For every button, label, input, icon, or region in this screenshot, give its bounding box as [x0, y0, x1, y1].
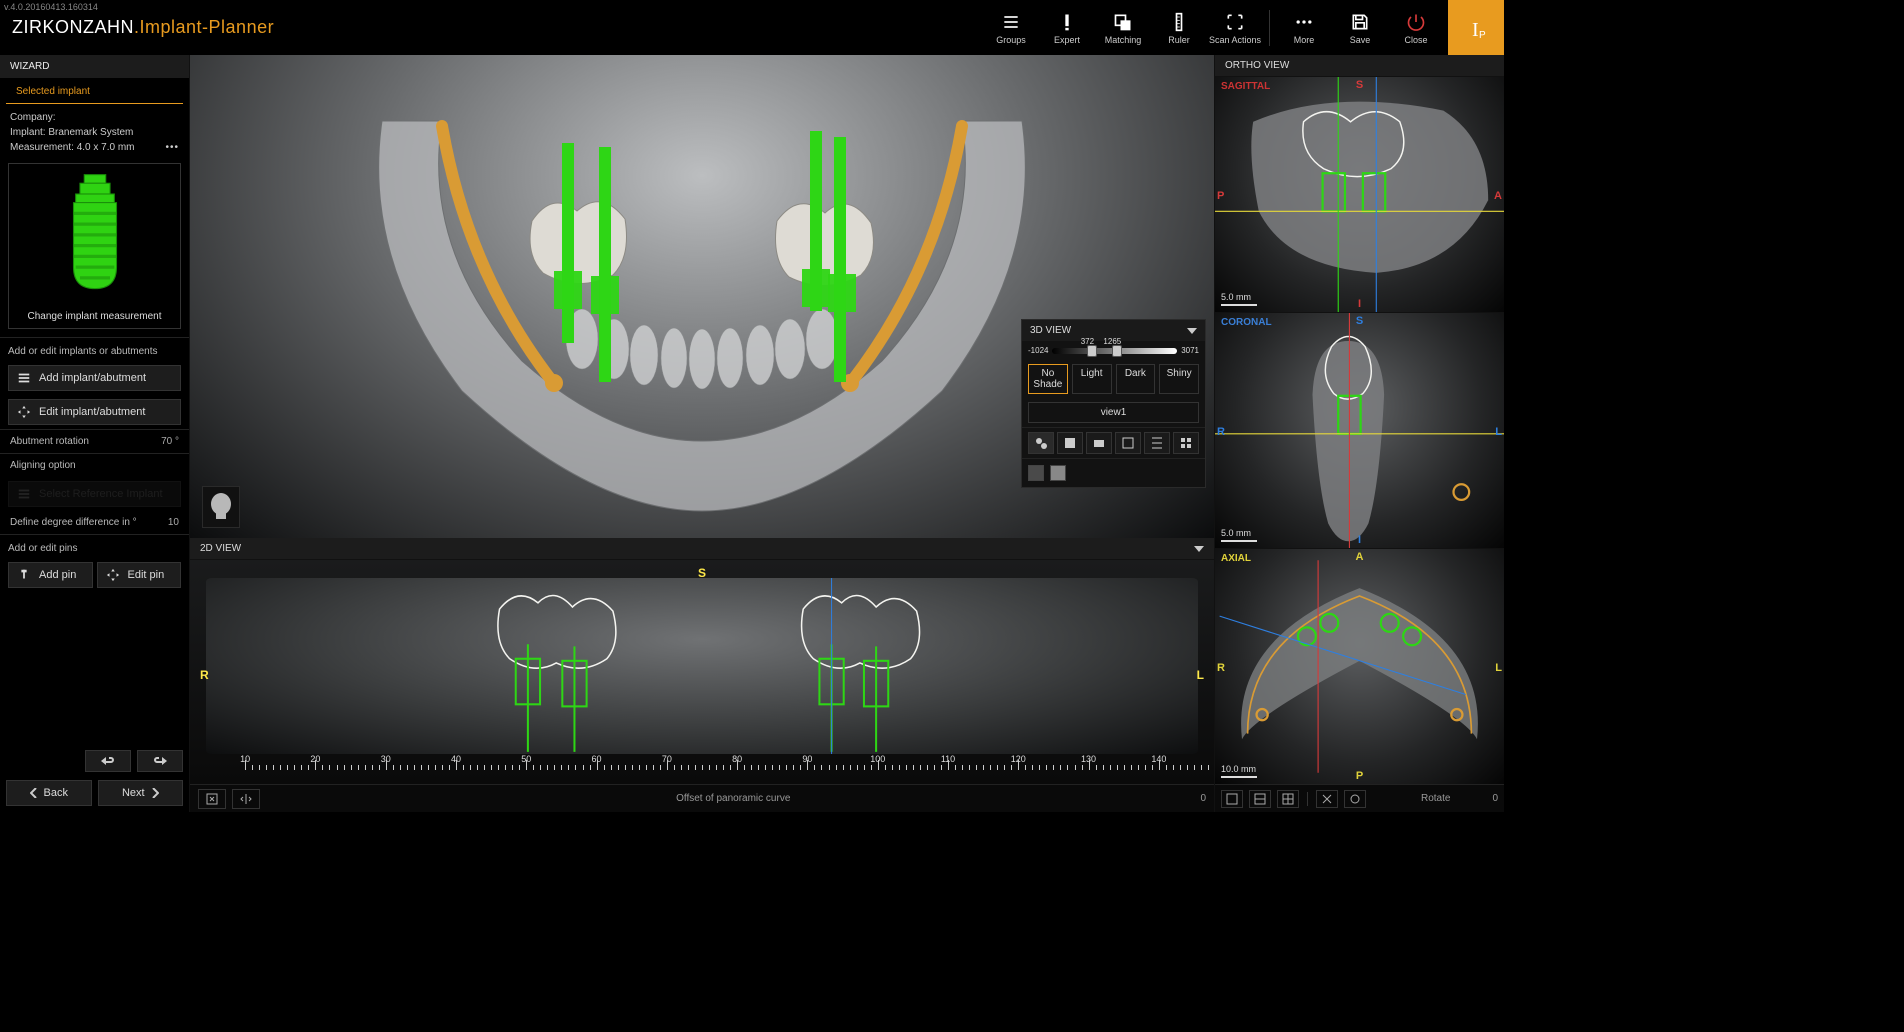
brand: ZIRKONZAHN.Implant-Planner	[12, 17, 274, 38]
split-view-button[interactable]	[232, 789, 260, 809]
viewname-button[interactable]: view1	[1028, 402, 1199, 423]
expert-label: Expert	[1054, 35, 1080, 45]
scan-actions-label: Scan Actions	[1209, 35, 1261, 45]
undo-button[interactable]	[85, 750, 131, 772]
density-slider[interactable]: -1024 372 1265 3071	[1022, 341, 1205, 360]
viewopt-5[interactable]	[1144, 432, 1170, 454]
bottom-bar: Offset of panoramic curve 0	[190, 784, 1214, 812]
chevron-left-icon	[30, 788, 38, 798]
shade-light[interactable]: Light	[1072, 364, 1112, 394]
axial-view[interactable]: AXIAL A P R L 10.0 mm	[1215, 548, 1504, 784]
add-implant-button[interactable]: Add implant/abutment	[8, 365, 181, 391]
selected-implant-heading: Selected implant	[6, 78, 183, 104]
panoramic-ruler: 102030405060708090100110120130140	[210, 754, 1194, 780]
offset-value[interactable]: 0	[1200, 793, 1206, 804]
reference-implant-select: Select Reference Implant	[8, 481, 181, 507]
coronal-view[interactable]: CORONAL S I R L 5.0 mm	[1215, 312, 1504, 548]
redo-button[interactable]	[137, 750, 183, 772]
add-pin-button[interactable]: Add pin	[8, 562, 93, 588]
2d-viewport[interactable]: S R L 102030405060708090100110120130140	[190, 559, 1214, 784]
chevron-right-icon	[151, 788, 159, 798]
orientation-thumbnail[interactable]	[202, 486, 240, 528]
shade-noshade[interactable]: No Shade	[1028, 364, 1068, 394]
abutment-rotation-row: Abutment rotation 70 °	[0, 429, 189, 453]
shade-dark[interactable]: Dark	[1116, 364, 1156, 394]
wizard-title: WIZARD	[0, 55, 189, 78]
save-label: Save	[1350, 35, 1371, 45]
edit-pin-button[interactable]: Edit pin	[97, 562, 182, 588]
brand-prefix: ZIRKONZAHN	[12, 17, 134, 37]
next-button[interactable]: Next	[98, 780, 184, 806]
more-button[interactable]: More	[1276, 0, 1332, 55]
save-button[interactable]: Save	[1332, 0, 1388, 55]
sagittal-scale: 5.0 mm	[1221, 292, 1257, 306]
ortho-opt-3[interactable]	[1277, 790, 1299, 808]
ortho-opt-4[interactable]	[1316, 790, 1338, 808]
shade-shiny[interactable]: Shiny	[1159, 364, 1199, 394]
viewopt-3[interactable]	[1086, 432, 1112, 454]
ortho-footer: Rotate 0	[1215, 784, 1504, 812]
implant-preview[interactable]: Change implant measurement	[8, 163, 181, 329]
svg-text:I: I	[1472, 19, 1479, 41]
ortho-opt-1[interactable]	[1221, 790, 1243, 808]
degree-value[interactable]: 10	[168, 517, 179, 528]
ruler-button[interactable]: Ruler	[1151, 0, 1207, 55]
app-header: v.4.0.20160413.160314 ZIRKONZAHN.Implant…	[0, 0, 1504, 55]
back-button[interactable]: Back	[6, 780, 92, 806]
2d-view-header: 2D VIEW	[190, 538, 1214, 559]
groups-button[interactable]: Groups	[983, 0, 1039, 55]
swatch-2[interactable]	[1050, 465, 1066, 481]
more-label: More	[1294, 35, 1315, 45]
matching-button[interactable]: Matching	[1095, 0, 1151, 55]
orient-l: L	[1197, 668, 1204, 682]
3d-view-controls: 3D VIEW -1024 372 1265 3071	[1021, 319, 1206, 488]
chevron-down-icon	[1187, 328, 1197, 334]
aligning-label: Aligning option	[0, 453, 189, 477]
expert-button[interactable]: Expert	[1039, 0, 1095, 55]
change-implant-label: Change implant measurement	[17, 311, 172, 322]
pins-section: Add or edit pins	[0, 534, 189, 558]
edit-implant-button[interactable]: Edit implant/abutment	[8, 399, 181, 425]
list-icon	[17, 487, 31, 501]
viewopt-6[interactable]	[1173, 432, 1199, 454]
viewopt-1[interactable]	[1028, 432, 1054, 454]
pin-icon	[17, 568, 31, 582]
company-label: Company:	[0, 110, 189, 125]
coronal-scale: 5.0 mm	[1221, 528, 1257, 542]
3d-viewport[interactable]: 3D VIEW -1024 372 1265 3071	[190, 55, 1214, 538]
version-label: v.4.0.20160413.160314	[4, 2, 98, 12]
move-icon	[17, 405, 31, 419]
ortho-title: ORTHO VIEW	[1215, 55, 1504, 76]
measurement-label: Measurement: 4.0 x 7.0 mm •••	[0, 140, 189, 155]
close-button[interactable]: Close	[1388, 0, 1444, 55]
viewopt-2[interactable]	[1057, 432, 1083, 454]
orient-r: R	[200, 668, 209, 682]
move-icon	[106, 568, 120, 582]
svg-text:P: P	[1479, 30, 1486, 41]
ruler-label: Ruler	[1168, 35, 1190, 45]
viewopt-4[interactable]	[1115, 432, 1141, 454]
matching-label: Matching	[1105, 35, 1142, 45]
ortho-opt-5[interactable]	[1344, 790, 1366, 808]
close-label: Close	[1404, 35, 1427, 45]
sidebar: WIZARD Selected implant Company: Implant…	[0, 55, 190, 812]
mode-button[interactable]: IP	[1448, 0, 1504, 55]
abutment-rotation-value[interactable]: 70 °	[161, 436, 179, 447]
brand-suffix: Implant-Planner	[140, 17, 275, 37]
swatch-1[interactable]	[1028, 465, 1044, 481]
orient-s: S	[698, 566, 706, 580]
more-options-icon[interactable]: •••	[165, 142, 179, 153]
ortho-opt-2[interactable]	[1249, 790, 1271, 808]
list-icon	[17, 371, 31, 385]
rotate-value[interactable]: 0	[1492, 793, 1498, 804]
scan-actions-button[interactable]: Scan Actions	[1207, 0, 1263, 55]
degree-row: Define degree difference in ° 10	[0, 511, 189, 534]
groups-label: Groups	[996, 35, 1026, 45]
chevron-down-icon[interactable]	[1194, 546, 1204, 552]
implant-label: Implant: Branemark System	[0, 125, 189, 140]
axial-scale: 10.0 mm	[1221, 764, 1257, 778]
add-edit-section: Add or edit implants or abutments	[0, 337, 189, 361]
sagittal-view[interactable]: SAGITTAL S I P A 5.0 mm	[1215, 76, 1504, 312]
fit-view-button[interactable]	[198, 789, 226, 809]
